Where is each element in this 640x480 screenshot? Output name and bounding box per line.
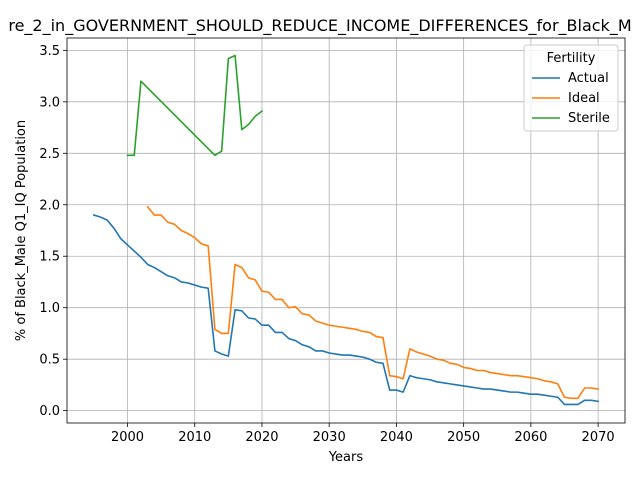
x-tick-label: 2030 [313, 430, 346, 445]
y-tick-label: 1.5 [39, 250, 60, 265]
x-axis-label: Years [328, 450, 364, 465]
x-tick-label: 2060 [514, 430, 547, 445]
series-line-actual [92, 214, 600, 406]
y-tick-label: 3.0 [39, 95, 60, 110]
legend-title: Fertility [547, 51, 596, 66]
x-tick-label: 2010 [178, 430, 211, 445]
legend-entries: Actual Ideal Sterile [532, 71, 610, 126]
y-tick-label: 2.0 [39, 198, 60, 213]
x-tick-label: 2070 [582, 430, 615, 445]
legend-label-actual: Actual [568, 71, 609, 86]
y-tick-label: 0.5 [39, 353, 60, 368]
y-tick-label: 2.5 [39, 147, 60, 162]
plot-frame [66, 37, 626, 424]
series-line-sterile [126, 54, 264, 157]
x-tick-label: 2020 [245, 430, 278, 445]
ticks: 2000 2010 2020 2030 2040 2050 2060 2070 0.0 0.5 1.… [39, 44, 614, 445]
y-tick-label: 3.5 [39, 44, 60, 59]
chart-title: re_2_in_GOVERNMENT_SHOULD_REDUCE_INCOME_… [8, 16, 631, 36]
legend-label-sterile: Sterile [568, 111, 610, 126]
legend: Fertility Actual Ideal Sterile [523, 44, 619, 132]
y-tick-label: 1.0 [39, 301, 60, 316]
x-tick-label: 2050 [447, 430, 480, 445]
y-tick-label: 0.0 [39, 404, 60, 419]
legend-box [523, 44, 619, 132]
legend-label-ideal: Ideal [568, 91, 600, 106]
x-tick-label: 2040 [380, 430, 413, 445]
series-lines [92, 54, 600, 406]
y-axis-label: % of Black_Male Q1_IQ Population [14, 120, 29, 341]
x-tick-label: 2000 [111, 430, 144, 445]
series-line-ideal [146, 205, 600, 400]
